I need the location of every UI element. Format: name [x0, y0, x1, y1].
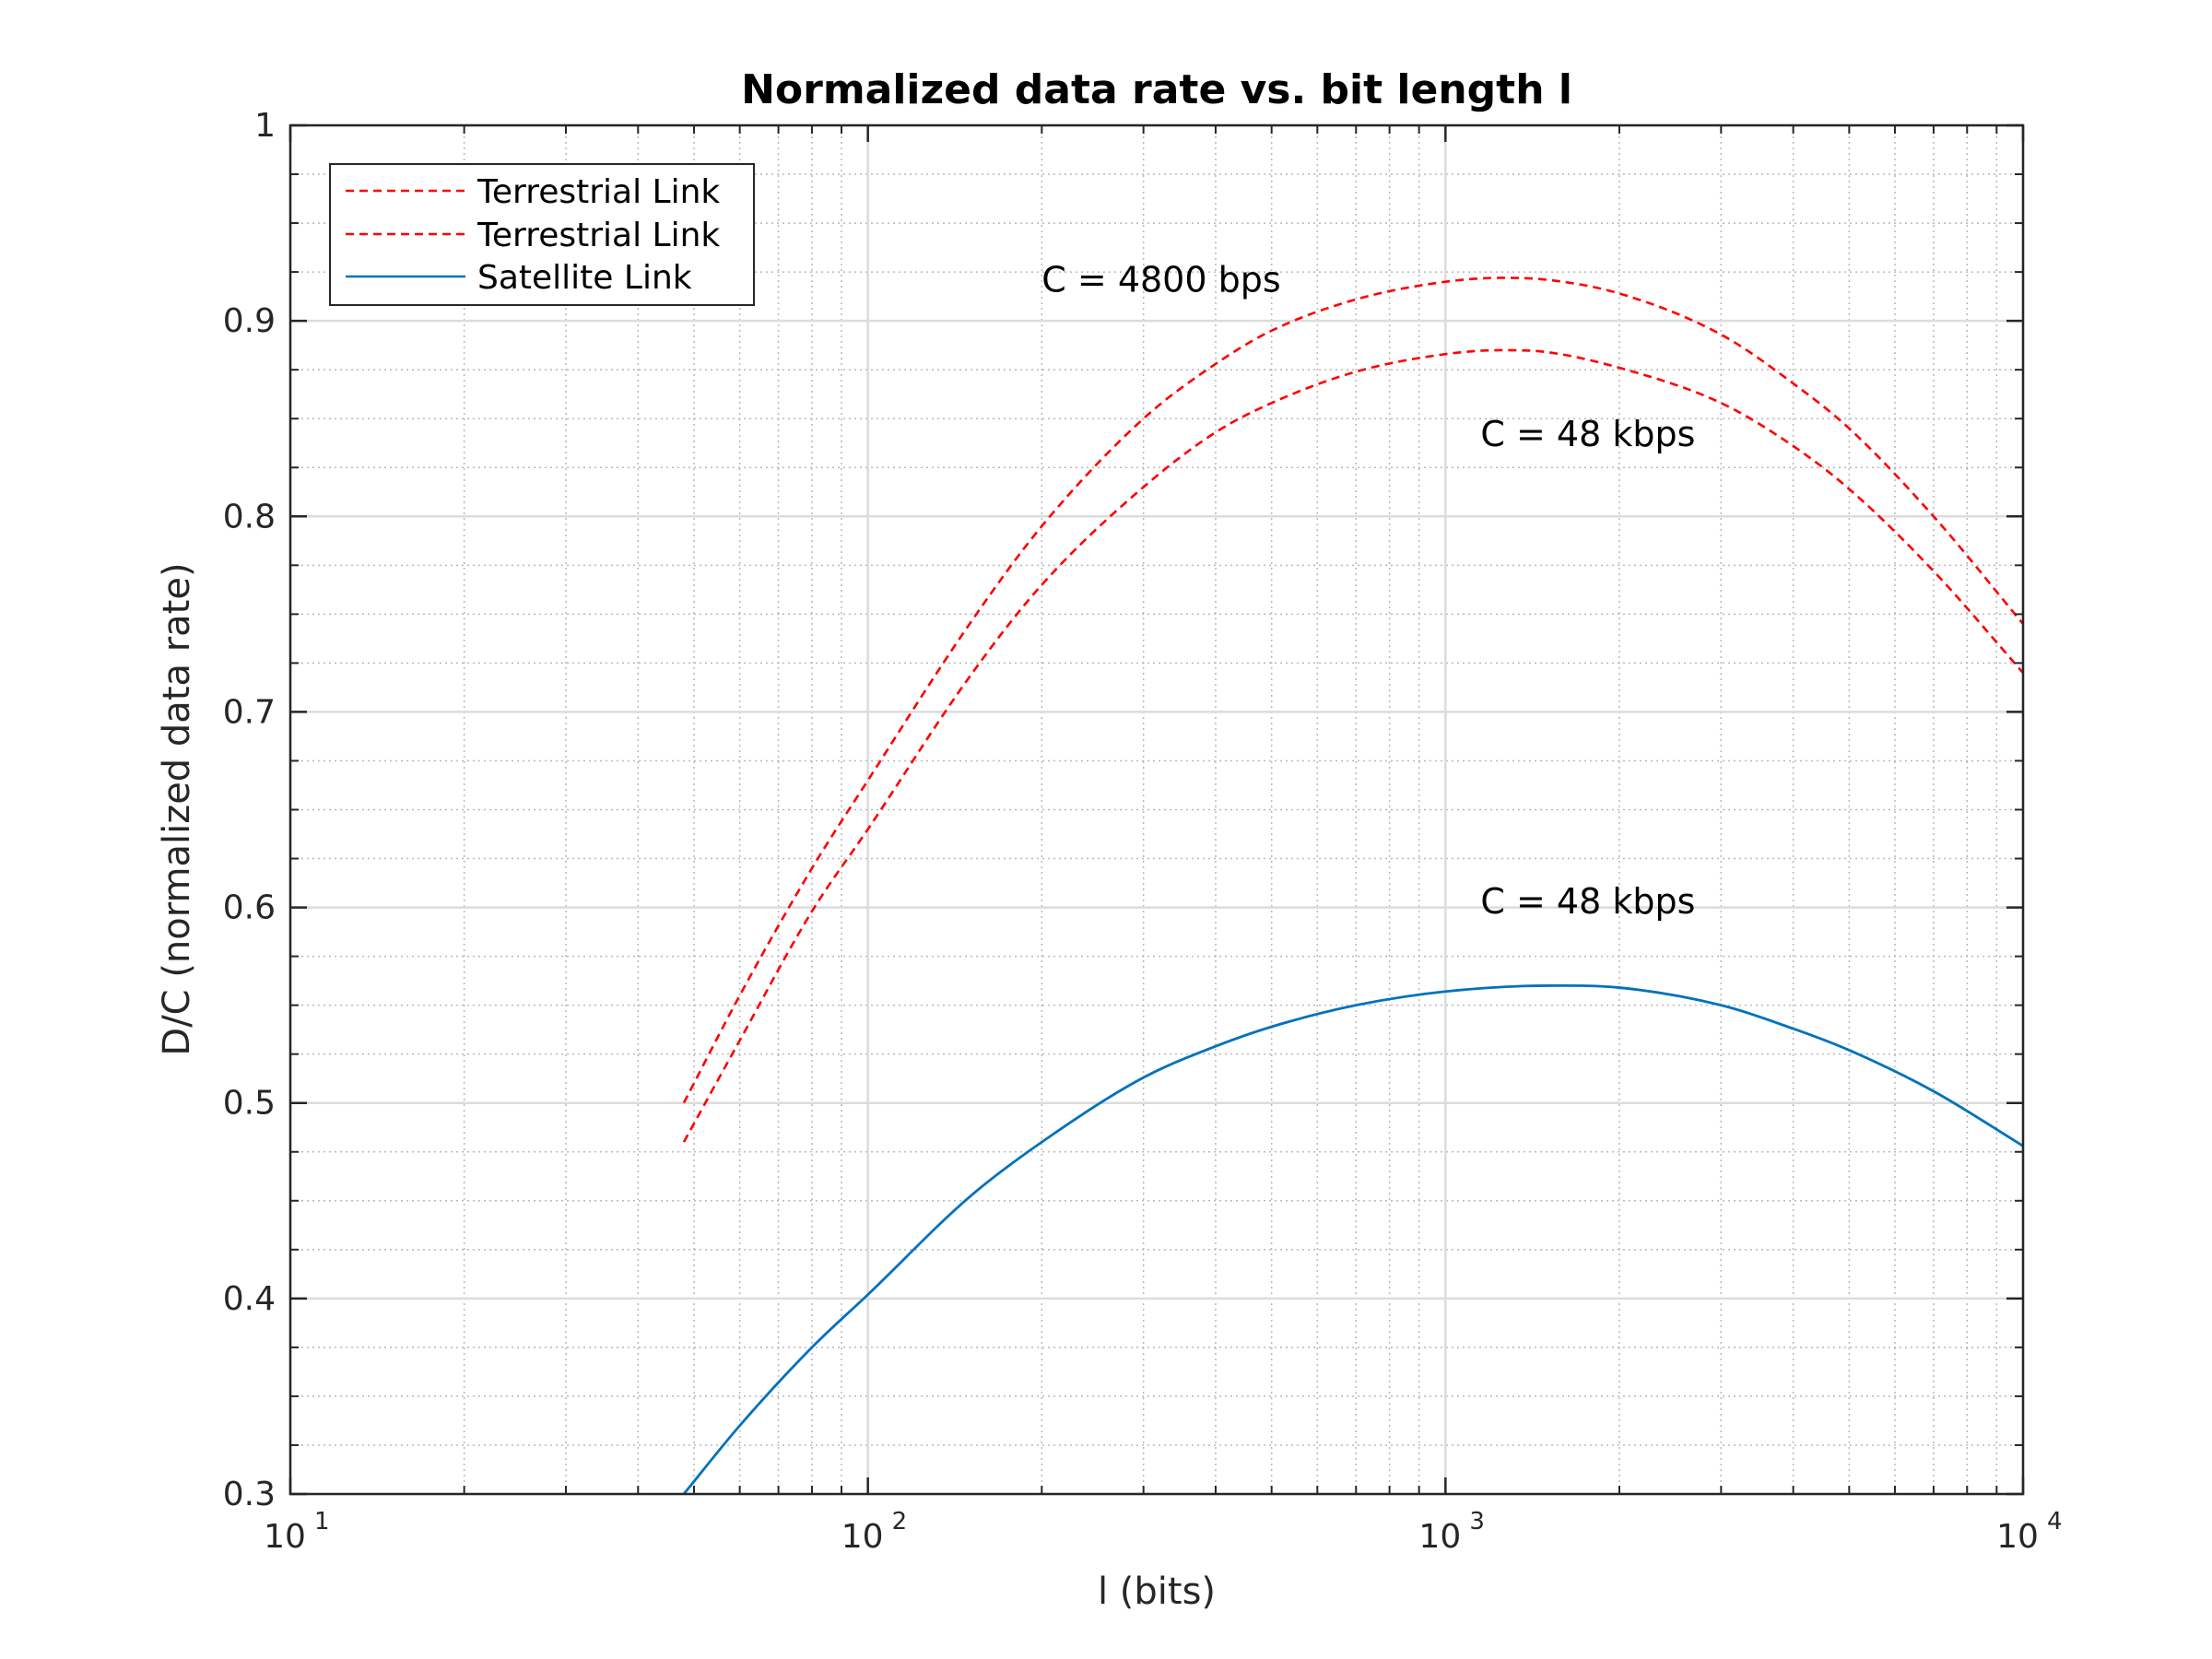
series-line-terrestrial-1	[682, 276, 2024, 1104]
y-tick-label: 0.9	[223, 302, 276, 340]
legend-box	[329, 163, 755, 306]
x-tick-labels: 10 1 10 2 10 3 10 4	[264, 1508, 2062, 1556]
chart-title: Normalized data rate vs. bit length l	[741, 66, 1572, 113]
y-tick-label: 0.4	[223, 1280, 276, 1318]
x-tick-label: 10	[264, 1518, 306, 1556]
annotation-label: C = 48 kbps	[1480, 881, 1695, 922]
y-tick-label: 0.7	[223, 693, 276, 731]
legend-label-terrestrial-1: Terrestrial Link	[477, 173, 720, 211]
x-tick-label-exponent: 2	[892, 1508, 908, 1535]
x-tick-label-exponent: 3	[1469, 1508, 1485, 1535]
x-tick-label-exponent: 4	[2047, 1508, 2063, 1535]
annotation-label: C = 4800 bps	[1041, 259, 1280, 300]
axis-ticks	[288, 124, 2025, 1496]
y-axis-label: D/C (normalized data rate)	[156, 562, 198, 1055]
y-tick-label: 0.8	[223, 498, 276, 535]
legend-label-terrestrial-2: Terrestrial Link	[477, 217, 720, 254]
minor-grid	[290, 125, 2023, 1494]
x-tick-label: 10	[1996, 1518, 2039, 1556]
y-tick-label: 1	[254, 107, 276, 145]
x-tick-label-exponent: 1	[314, 1508, 330, 1535]
y-tick-label: 0.6	[223, 889, 276, 927]
x-tick-label: 10	[841, 1518, 884, 1556]
y-tick-label: 0.3	[223, 1476, 276, 1513]
annotation-label: C = 48 kbps	[1480, 414, 1695, 454]
y-tick-labels: 0.3 0.4 0.5 0.6 0.7 0.8 0.9 1	[223, 107, 276, 1513]
legend: Terrestrial Link Terrestrial Link Satell…	[329, 163, 755, 306]
series-line-terrestrial-2	[682, 348, 2024, 1143]
y-tick-label: 0.5	[223, 1085, 276, 1123]
x-axis-label: l (bits)	[1098, 1571, 1216, 1613]
series-line-satellite	[682, 983, 2024, 1495]
legend-label-satellite: Satellite Link	[477, 259, 692, 297]
series-layer	[682, 276, 2024, 1495]
x-tick-label: 10	[1418, 1518, 1461, 1556]
annotations: C = 4800 bps C = 48 kbps C = 48 kbps	[1041, 259, 1695, 922]
